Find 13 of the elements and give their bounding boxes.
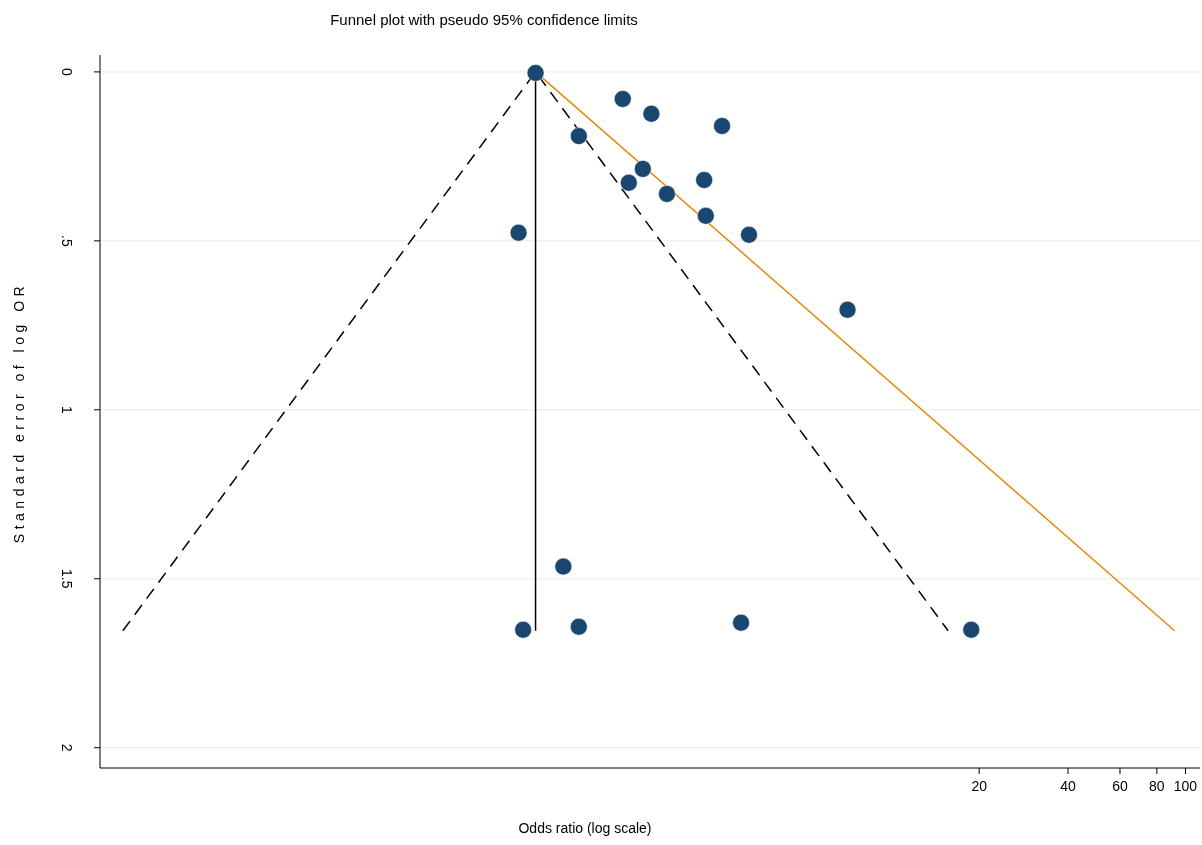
x-axis-title: Odds ratio (log scale) xyxy=(518,820,652,836)
y-axis-title: Standard error of log OR xyxy=(11,281,27,544)
x-tick-label: 60 xyxy=(1112,778,1128,795)
y-tick-label: .5 xyxy=(59,235,75,247)
y-tick-label: 1 xyxy=(59,405,75,414)
x-tick-label: 80 xyxy=(1149,778,1165,795)
x-tick-label: 40 xyxy=(1060,778,1077,795)
y-tick-label: 1.5 xyxy=(59,569,75,589)
x-tick-label: 20 xyxy=(971,778,988,795)
y-tick-label: 0 xyxy=(59,68,75,76)
chart-title: Funnel plot with pseudo 95% confidence limits xyxy=(330,11,638,28)
y-tick-label: 2 xyxy=(59,743,75,752)
x-tick-label: 100 xyxy=(1173,778,1198,795)
